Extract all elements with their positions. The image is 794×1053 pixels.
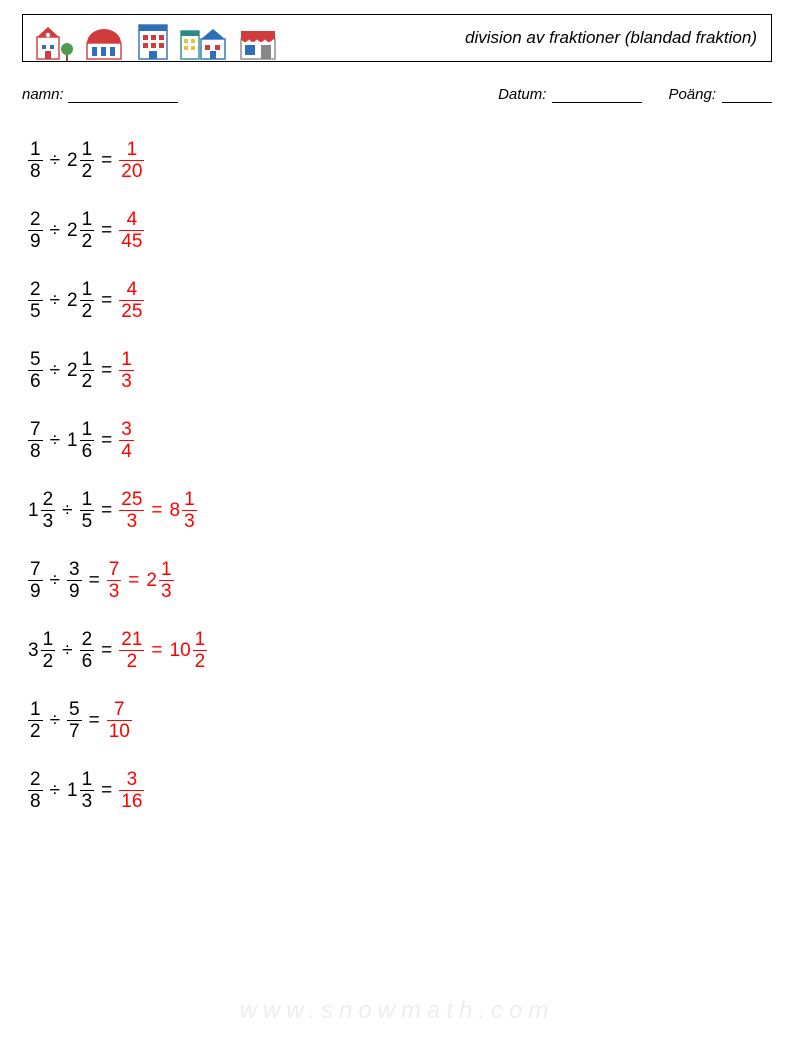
answer: 212	[119, 629, 144, 672]
equals-sign: =	[150, 641, 163, 660]
fraction: 18	[28, 139, 43, 182]
problem-row: 56 ÷ 212 = 13	[28, 349, 772, 392]
operator: ÷	[49, 221, 61, 240]
mixed-number: 312	[28, 629, 55, 672]
fraction: 39	[67, 559, 82, 602]
header-icon-strip	[33, 15, 281, 61]
answer: 445	[119, 209, 144, 252]
fraction: 13	[182, 489, 197, 532]
equals-sign: =	[100, 221, 113, 240]
dome-building-icon	[81, 23, 127, 61]
shop-front-icon	[235, 23, 281, 61]
school-building-icon	[33, 23, 75, 61]
problem-row: 25 ÷ 212 = 425	[28, 279, 772, 322]
fraction: 12	[80, 279, 95, 322]
mixed-number: 123	[28, 489, 55, 532]
meta-row: namn: Datum: Poäng:	[22, 86, 772, 103]
fraction: 12	[28, 699, 43, 742]
date-blank[interactable]	[552, 86, 642, 103]
answer: 120	[119, 139, 144, 182]
equals-sign: =	[100, 641, 113, 660]
equals-sign: =	[127, 571, 140, 590]
operator: ÷	[49, 361, 61, 380]
town-buildings-icon	[179, 21, 229, 61]
fraction: 28	[28, 769, 43, 812]
answer: 213	[146, 559, 173, 602]
problem-row: 18 ÷ 212 = 120	[28, 139, 772, 182]
equals-sign: =	[100, 431, 113, 450]
operator: ÷	[49, 431, 61, 450]
problem-row: 78 ÷ 116 = 34	[28, 419, 772, 462]
fraction: 12	[80, 139, 95, 182]
name-blank[interactable]	[68, 86, 178, 103]
fraction: 15	[80, 489, 95, 532]
fraction: 13	[80, 769, 95, 812]
answer: 1012	[170, 629, 208, 672]
meta-right: Datum: Poäng:	[498, 86, 772, 103]
answer: 316	[119, 769, 144, 812]
operator: ÷	[49, 711, 61, 730]
fraction: 29	[28, 209, 43, 252]
fraction: 79	[28, 559, 43, 602]
equals-sign: =	[100, 291, 113, 310]
score-label: Poäng:	[668, 86, 716, 103]
mixed-number: 113	[67, 769, 94, 812]
mixed-number: 212	[67, 209, 94, 252]
problem-row: 123 ÷ 15 = 253 = 813	[28, 489, 772, 532]
equals-sign: =	[100, 781, 113, 800]
fraction: 13	[159, 559, 174, 602]
answer: 710	[107, 699, 132, 742]
mixed-number: 116	[67, 419, 94, 462]
fraction: 12	[193, 629, 208, 672]
mixed-number: 212	[67, 139, 94, 182]
problem-row: 312 ÷ 26 = 212 = 1012	[28, 629, 772, 672]
answer: 13	[119, 349, 134, 392]
fraction: 12	[80, 349, 95, 392]
equals-sign: =	[88, 711, 101, 730]
equals-sign: =	[100, 501, 113, 520]
fraction: 26	[80, 629, 95, 672]
fraction: 57	[67, 699, 82, 742]
answer: 813	[170, 489, 197, 532]
fraction: 12	[80, 209, 95, 252]
score-blank[interactable]	[722, 86, 772, 103]
header-box: division av fraktioner (blandad fraktion…	[22, 14, 772, 62]
watermark: www.snowmath.com	[0, 997, 794, 1025]
date-label: Datum:	[498, 86, 546, 103]
name-label: namn:	[22, 86, 64, 103]
fraction: 25	[28, 279, 43, 322]
operator: ÷	[49, 291, 61, 310]
worksheet-title: division av fraktioner (blandad fraktion…	[465, 28, 761, 48]
operator: ÷	[61, 501, 73, 520]
fraction: 78	[28, 419, 43, 462]
answer: 253	[119, 489, 144, 532]
meta-name: namn:	[22, 86, 178, 103]
problem-row: 28 ÷ 113 = 316	[28, 769, 772, 812]
equals-sign: =	[150, 501, 163, 520]
problem-list: 18÷212=12029÷212=44525÷212=42556÷212=137…	[28, 139, 772, 812]
answer: 73	[107, 559, 122, 602]
fraction: 23	[41, 489, 56, 532]
equals-sign: =	[100, 361, 113, 380]
answer: 425	[119, 279, 144, 322]
operator: ÷	[49, 781, 61, 800]
worksheet-page: division av fraktioner (blandad fraktion…	[0, 0, 794, 1053]
problem-row: 12 ÷ 57 = 710	[28, 699, 772, 742]
equals-sign: =	[100, 151, 113, 170]
operator: ÷	[61, 641, 73, 660]
answer: 34	[119, 419, 134, 462]
mixed-number: 212	[67, 349, 94, 392]
fraction: 56	[28, 349, 43, 392]
operator: ÷	[49, 571, 61, 590]
problem-row: 79 ÷ 39 = 73 = 213	[28, 559, 772, 602]
office-building-icon	[133, 21, 173, 61]
equals-sign: =	[88, 571, 101, 590]
operator: ÷	[49, 151, 61, 170]
fraction: 16	[80, 419, 95, 462]
problem-row: 29 ÷ 212 = 445	[28, 209, 772, 252]
mixed-number: 212	[67, 279, 94, 322]
fraction: 12	[41, 629, 56, 672]
